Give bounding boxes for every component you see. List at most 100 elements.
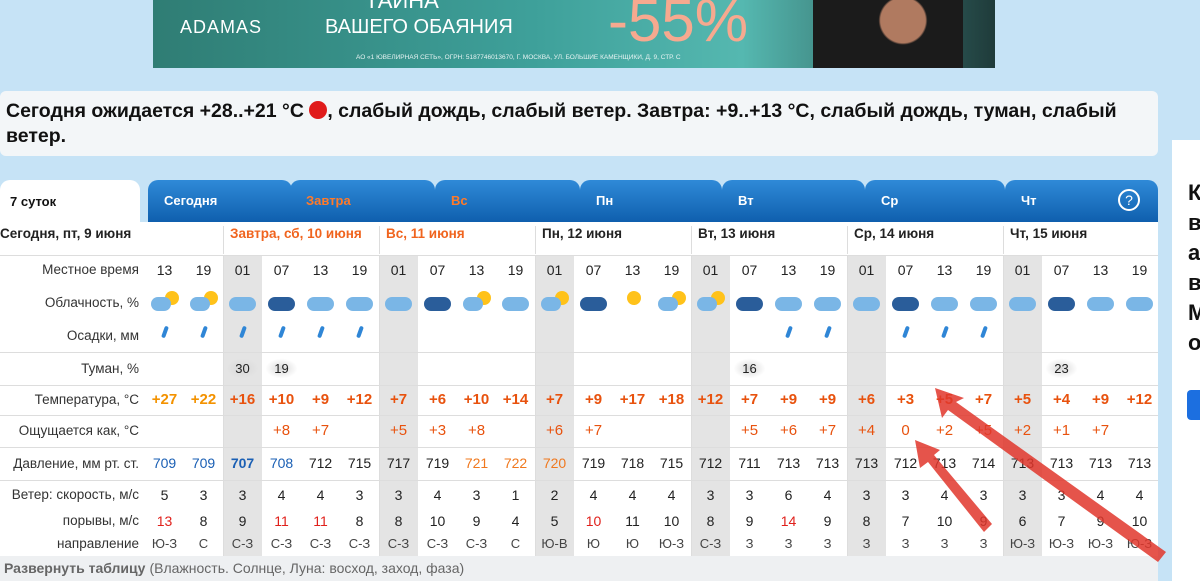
- cell: +22: [190, 391, 217, 408]
- cell: 714: [971, 455, 996, 471]
- cell: 707: [230, 455, 255, 471]
- cell: +7: [974, 391, 993, 408]
- cell: 9: [472, 513, 481, 529]
- rain-drop: [902, 325, 910, 339]
- tab[interactable]: Завтра: [290, 180, 435, 222]
- cell: Ю-З: [1126, 536, 1153, 551]
- ad-brand: ADAMAS: [180, 17, 263, 37]
- expand-note: (Влажность. Солнце, Луна: восход, заход,…: [149, 560, 465, 576]
- cell: 3: [355, 487, 364, 503]
- tab[interactable]: Ср: [865, 180, 1005, 222]
- cell: 6: [784, 487, 793, 503]
- expand-link[interactable]: Развернуть таблицу: [4, 560, 146, 576]
- cell: +10: [463, 391, 490, 408]
- day-separator: [379, 255, 380, 556]
- cell: 07: [741, 262, 758, 278]
- cell: +4: [1052, 391, 1071, 408]
- fog-value: 16: [730, 352, 769, 385]
- cell: 9: [823, 513, 832, 529]
- cloud-icon: [307, 297, 334, 311]
- side-ad-letter: М: [1188, 300, 1200, 325]
- cell: 715: [347, 455, 372, 471]
- cell: З: [940, 536, 949, 551]
- cell: З: [901, 536, 910, 551]
- cell: 10: [1131, 513, 1148, 529]
- cell: 07: [1053, 262, 1070, 278]
- cell: 709: [191, 455, 216, 471]
- help-button[interactable]: ?: [1118, 189, 1140, 211]
- cell: 1: [511, 487, 520, 503]
- row-label: Туман, %: [81, 361, 139, 376]
- cell: +18: [658, 391, 685, 408]
- cell: 19: [975, 262, 992, 278]
- cell: 3: [238, 487, 247, 503]
- cell: 4: [628, 487, 637, 503]
- cell: 4: [316, 487, 325, 503]
- cell: +1: [1052, 422, 1071, 439]
- cell: 01: [390, 262, 407, 278]
- tab[interactable]: Пн: [580, 180, 722, 222]
- row-label: направление: [56, 536, 139, 551]
- cloud-icon: [424, 297, 451, 311]
- cell: Ю: [586, 536, 601, 551]
- side-ad-letter: К: [1188, 180, 1200, 205]
- cell: С: [510, 536, 521, 551]
- cell: Ю-З: [1009, 536, 1036, 551]
- cell: +5: [974, 422, 993, 439]
- cell: 3: [394, 487, 403, 503]
- cell: 9: [979, 513, 988, 529]
- cell: 717: [386, 455, 411, 471]
- day-header: Сегодня, пт, 9 июня: [0, 226, 132, 241]
- cell: 9: [1096, 513, 1105, 529]
- cell: 19: [819, 262, 836, 278]
- tab[interactable]: Вт: [722, 180, 865, 222]
- cell: 4: [1096, 487, 1105, 503]
- cloud-icon: [775, 297, 802, 311]
- cell: +3: [896, 391, 915, 408]
- cell: 13: [1092, 262, 1109, 278]
- cell: 5: [160, 487, 169, 503]
- ad-legal: АО «1 ЮВЕЛИРНАЯ СЕТЬ», ОГРН: 51877460136…: [356, 54, 681, 61]
- cell: +9: [311, 391, 330, 408]
- day-header: Вт, 13 июня: [691, 226, 847, 254]
- cell: 19: [195, 262, 212, 278]
- ad-banner[interactable]: ADAMAS ТАЙНА ВАШЕГО ОБАЯНИЯ -55% АО «1 Ю…: [153, 0, 995, 68]
- side-ad-button: [1187, 390, 1200, 420]
- cell: З: [745, 536, 754, 551]
- row-border: [0, 480, 1158, 481]
- tab[interactable]: Сегодня: [148, 180, 292, 222]
- row-label: Ветер: скорость, м/с: [11, 487, 139, 502]
- cloud-icon: [658, 297, 678, 311]
- day-header: Ср, 14 июня: [847, 226, 1003, 254]
- cell: 713: [776, 455, 801, 471]
- cell: 711: [738, 455, 761, 471]
- cloud-icon: [814, 297, 841, 311]
- cell: +8: [467, 422, 486, 439]
- cell: 10: [663, 513, 680, 529]
- cell: 9: [238, 513, 247, 529]
- day-separator: [223, 255, 224, 556]
- cell: +6: [428, 391, 447, 408]
- cell: Ю-З: [1048, 536, 1075, 551]
- footer-row: Развернуть таблицу (Влажность. Солнце, Лу…: [0, 556, 1158, 581]
- tab[interactable]: Вс: [435, 180, 580, 222]
- cell: +4: [857, 422, 876, 439]
- cell: +5: [740, 422, 759, 439]
- ad-headline: ТАЙНА: [365, 0, 439, 13]
- cell: 07: [429, 262, 446, 278]
- day-header: Вс, 11 июня: [379, 226, 535, 254]
- cell: 8: [394, 513, 403, 529]
- cell: С-З: [348, 536, 371, 551]
- cell: 07: [897, 262, 914, 278]
- table: Сегодня, пт, 9 июня Завтра, сб, 10 июня Вс…: [0, 222, 1158, 581]
- cell: 713: [1010, 455, 1035, 471]
- cloud-icon: [190, 297, 210, 311]
- cell: 3: [199, 487, 208, 503]
- cell: З: [979, 536, 988, 551]
- row-label: порывы, м/с: [62, 513, 139, 528]
- cell: Ю-З: [151, 536, 178, 551]
- tab[interactable]: 7 суток: [0, 180, 140, 222]
- day-separator: [847, 255, 848, 556]
- cell: З: [823, 536, 832, 551]
- row-label: Облачность, %: [44, 295, 139, 310]
